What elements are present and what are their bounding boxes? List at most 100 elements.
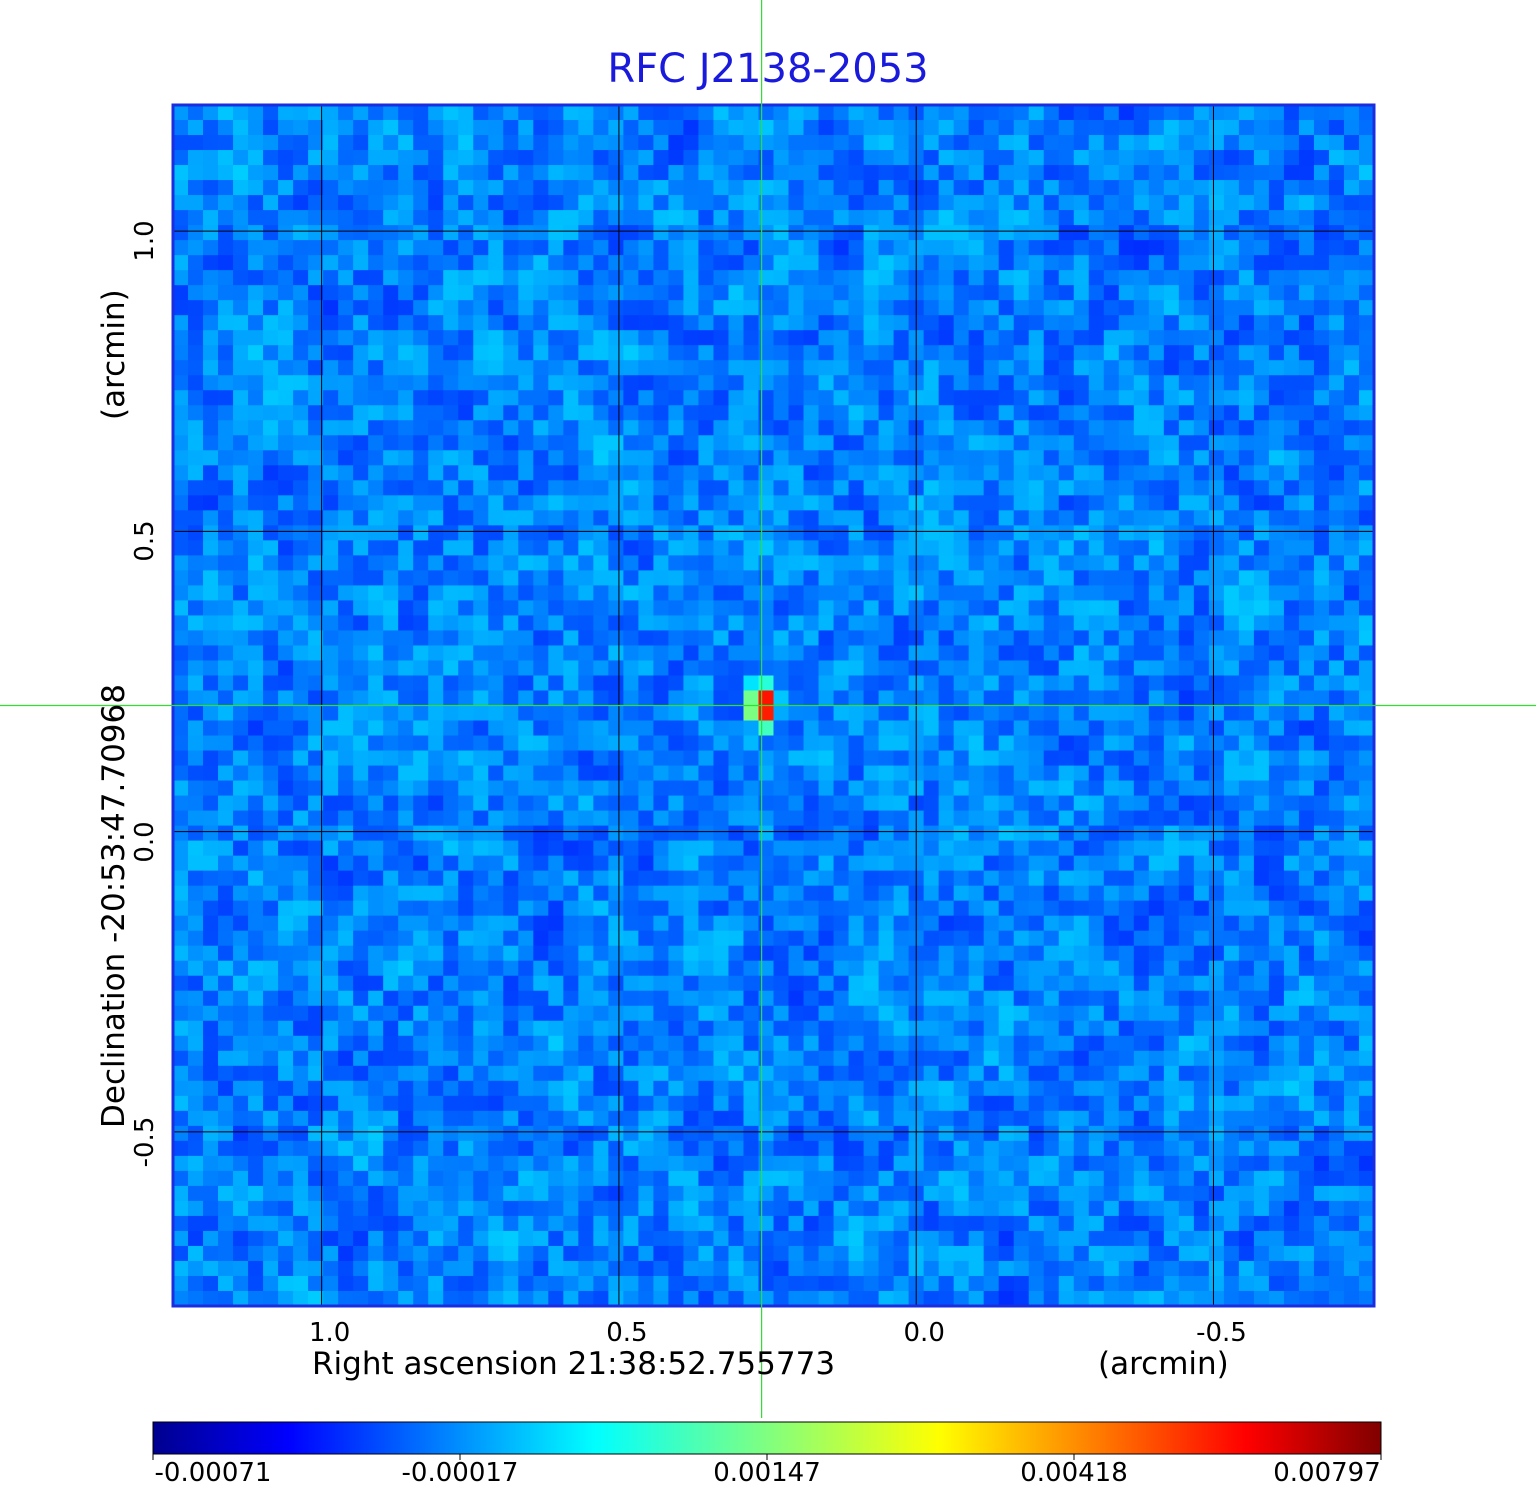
heatmap-cell xyxy=(1133,150,1150,166)
heatmap-cell xyxy=(278,840,294,857)
heatmap-cell xyxy=(1223,600,1240,617)
heatmap-cell xyxy=(953,1020,970,1037)
heatmap-cell xyxy=(1253,1020,1270,1037)
heatmap-cell xyxy=(998,600,1015,617)
heatmap-cell xyxy=(1088,465,1105,481)
heatmap-cell xyxy=(578,240,594,256)
heatmap-cell xyxy=(383,525,399,541)
heatmap-cell xyxy=(983,975,1000,992)
heatmap-cell xyxy=(818,945,835,962)
heatmap-cell xyxy=(788,225,805,241)
heatmap-cell xyxy=(233,870,249,887)
heatmap-cell xyxy=(1013,300,1030,316)
heatmap-cell xyxy=(878,900,895,917)
heatmap-cell xyxy=(503,180,519,196)
heatmap-cell xyxy=(698,840,715,857)
heatmap-cell xyxy=(413,765,429,782)
heatmap-cell xyxy=(323,270,339,286)
heatmap-cell xyxy=(833,195,850,211)
heatmap-cell xyxy=(938,210,955,226)
heatmap-cell xyxy=(713,315,730,331)
heatmap-cell xyxy=(923,255,940,271)
heatmap-cell xyxy=(698,735,715,752)
heatmap-cell xyxy=(1343,375,1360,391)
heatmap-cell xyxy=(1133,795,1150,812)
heatmap-cell xyxy=(1358,180,1375,196)
heatmap-cell xyxy=(683,435,700,451)
heatmap-cell xyxy=(668,795,685,812)
heatmap-cell xyxy=(833,900,850,917)
heatmap-cell xyxy=(818,345,835,361)
heatmap-cell xyxy=(398,810,414,827)
heatmap-cell xyxy=(1253,120,1270,136)
heatmap-cell xyxy=(293,510,309,526)
heatmap-image xyxy=(173,105,1375,1307)
heatmap-cell xyxy=(863,225,880,241)
heatmap-cell xyxy=(1058,555,1075,571)
heatmap-cell xyxy=(638,210,654,226)
heatmap-cell xyxy=(368,630,384,647)
heatmap-cell xyxy=(278,885,294,902)
heatmap-cell xyxy=(293,150,309,166)
heatmap-cell xyxy=(1178,660,1195,677)
heatmap-cell xyxy=(713,750,730,767)
heatmap-cell xyxy=(698,810,715,827)
heatmap-cell xyxy=(323,795,339,812)
heatmap-cell xyxy=(818,885,835,902)
heatmap-cell xyxy=(923,600,940,617)
heatmap-cell xyxy=(1088,300,1105,316)
heatmap-cell xyxy=(608,270,624,286)
heatmap-cell xyxy=(938,765,955,782)
heatmap-cell xyxy=(1148,990,1165,1007)
heatmap-cell xyxy=(1088,255,1105,271)
heatmap-cell xyxy=(1013,750,1030,767)
heatmap-cell xyxy=(218,510,234,526)
heatmap-cell xyxy=(503,960,519,977)
heatmap-cell xyxy=(1238,870,1255,887)
heatmap-cell xyxy=(1298,225,1315,241)
heatmap-cell xyxy=(1073,285,1090,301)
heatmap-cell xyxy=(578,285,594,301)
heatmap-cell xyxy=(323,510,339,526)
heatmap-cell xyxy=(653,240,670,256)
heatmap-cell xyxy=(188,240,204,256)
heatmap-cell xyxy=(428,870,444,887)
heatmap-cell xyxy=(848,810,865,827)
heatmap-cell xyxy=(1223,435,1240,451)
heatmap-cell xyxy=(1238,330,1255,346)
heatmap-cell xyxy=(248,690,264,707)
heatmap-cell xyxy=(1253,315,1270,331)
heatmap-cell xyxy=(1193,390,1210,406)
heatmap-cell xyxy=(1253,675,1270,692)
heatmap-cell xyxy=(188,630,204,647)
heatmap-cell xyxy=(1208,300,1225,316)
heatmap-cell xyxy=(803,465,820,481)
heatmap-cell xyxy=(1193,195,1210,211)
heatmap-cell xyxy=(578,1020,594,1037)
heatmap-cell xyxy=(413,420,429,436)
heatmap-cell xyxy=(1133,420,1150,436)
heatmap-cell xyxy=(278,465,294,481)
heatmap-cell xyxy=(1088,135,1105,151)
heatmap-cell xyxy=(533,555,549,571)
heatmap-cell xyxy=(308,375,324,391)
heatmap-cell xyxy=(518,105,534,121)
heatmap-cell xyxy=(1268,345,1285,361)
heatmap-cell xyxy=(848,975,865,992)
heatmap-cell xyxy=(218,720,234,737)
heatmap-cell xyxy=(713,900,730,917)
heatmap-cell xyxy=(1223,870,1240,887)
heatmap-cell xyxy=(218,570,234,586)
heatmap-cell xyxy=(503,135,519,151)
heatmap-cell xyxy=(473,1005,489,1022)
heatmap-cell xyxy=(788,615,805,632)
heatmap-cell xyxy=(188,270,204,286)
heatmap-cell xyxy=(443,570,459,586)
heatmap-cell xyxy=(533,1035,549,1052)
heatmap-cell xyxy=(878,180,895,196)
heatmap-cell xyxy=(563,675,579,692)
heatmap-cell xyxy=(1058,720,1075,737)
heatmap-cell xyxy=(1298,900,1315,917)
heatmap-cell xyxy=(773,645,790,662)
heatmap-cell xyxy=(608,945,624,962)
